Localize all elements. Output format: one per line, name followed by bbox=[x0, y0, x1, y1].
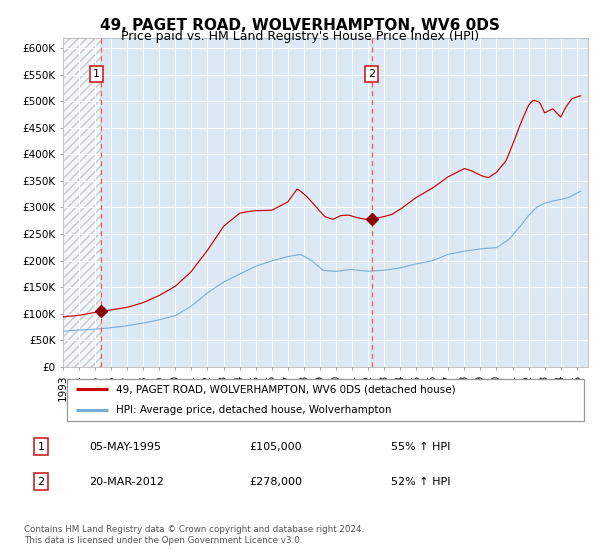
Text: 52% ↑ HPI: 52% ↑ HPI bbox=[391, 477, 450, 487]
Text: 20-MAR-2012: 20-MAR-2012 bbox=[89, 477, 164, 487]
Bar bbox=[63, 38, 101, 367]
FancyBboxPatch shape bbox=[67, 379, 584, 421]
Text: £105,000: £105,000 bbox=[250, 442, 302, 451]
Text: £278,000: £278,000 bbox=[250, 477, 302, 487]
Text: 2: 2 bbox=[37, 477, 44, 487]
Text: 2: 2 bbox=[368, 69, 375, 79]
Text: 05-MAY-1995: 05-MAY-1995 bbox=[89, 442, 161, 451]
Text: Contains HM Land Registry data © Crown copyright and database right 2024.
This d: Contains HM Land Registry data © Crown c… bbox=[24, 525, 364, 545]
Text: 49, PAGET ROAD, WOLVERHAMPTON, WV6 0DS (detached house): 49, PAGET ROAD, WOLVERHAMPTON, WV6 0DS (… bbox=[115, 384, 455, 394]
Text: HPI: Average price, detached house, Wolverhampton: HPI: Average price, detached house, Wolv… bbox=[115, 405, 391, 416]
Text: Price paid vs. HM Land Registry's House Price Index (HPI): Price paid vs. HM Land Registry's House … bbox=[121, 30, 479, 43]
Text: 55% ↑ HPI: 55% ↑ HPI bbox=[391, 442, 450, 451]
Text: 1: 1 bbox=[37, 442, 44, 451]
Text: 1: 1 bbox=[93, 69, 100, 79]
Text: 49, PAGET ROAD, WOLVERHAMPTON, WV6 0DS: 49, PAGET ROAD, WOLVERHAMPTON, WV6 0DS bbox=[100, 18, 500, 33]
